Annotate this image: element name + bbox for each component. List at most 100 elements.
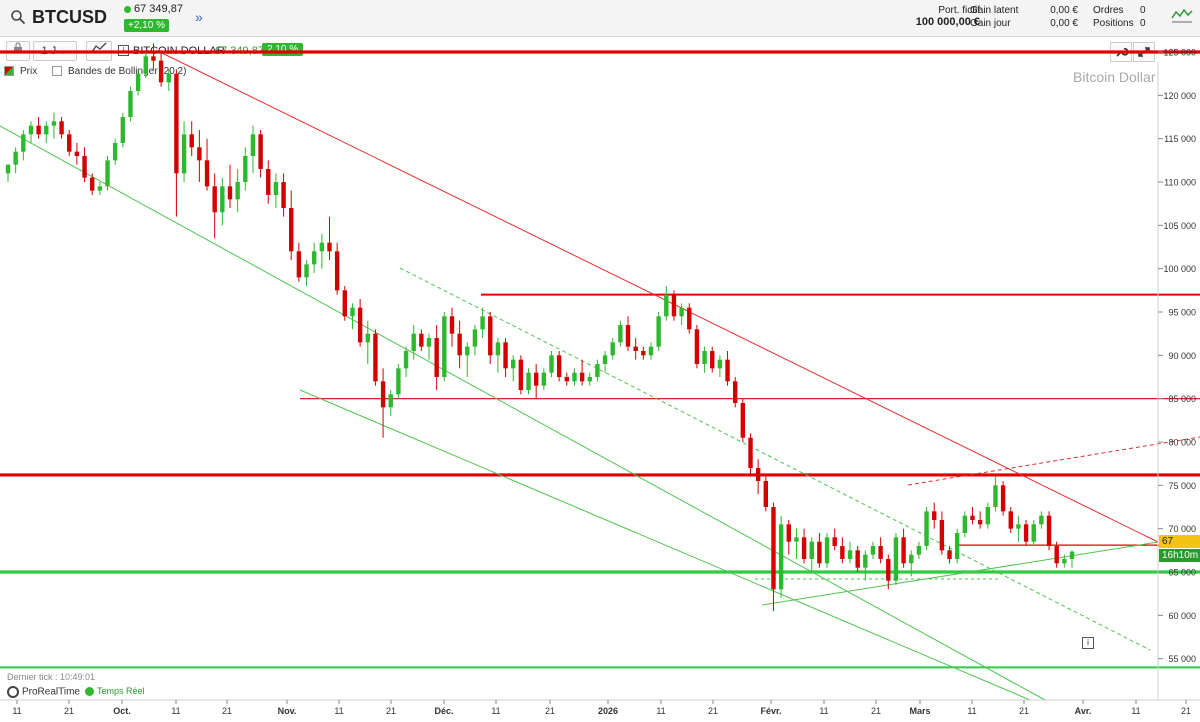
candle-body xyxy=(296,251,302,278)
candle-body xyxy=(801,537,807,559)
search-icon[interactable] xyxy=(10,9,26,25)
candle-body xyxy=(1000,485,1006,512)
candle-body xyxy=(442,316,447,377)
positions-value: 0 xyxy=(1140,18,1146,29)
gain-day-value: 0,00 € xyxy=(1050,18,1078,29)
x-tick-label: 21 xyxy=(708,706,718,716)
candle-body xyxy=(671,294,677,317)
candle-body xyxy=(832,537,837,546)
legend-price[interactable]: Prix xyxy=(4,66,43,77)
candle-body xyxy=(1031,524,1036,542)
indicators-button[interactable] xyxy=(86,41,112,61)
toolbar-change: 2,10 % xyxy=(262,43,304,56)
settings-button[interactable] xyxy=(1110,42,1132,62)
y-tick-label: 110 000 xyxy=(1164,178,1196,188)
brand: ProRealTime xyxy=(7,686,80,698)
orders-value: 0 xyxy=(1140,5,1146,16)
lock-button[interactable] xyxy=(6,41,30,61)
candle-body xyxy=(993,485,998,507)
candle-body xyxy=(809,541,814,559)
candle-body xyxy=(771,507,776,590)
gains-values: 0,00 € 0,00 € xyxy=(1030,5,1078,29)
x-tick-label: 11 xyxy=(171,706,180,716)
trend-line xyxy=(299,389,1031,701)
candle-body xyxy=(511,359,516,369)
candle-body xyxy=(939,520,945,551)
candle-body xyxy=(396,368,401,395)
event-info-icon[interactable]: i xyxy=(1082,637,1094,649)
candle-body xyxy=(197,147,202,161)
x-tick-label: 21 xyxy=(1019,706,1029,716)
candle-body xyxy=(947,550,952,559)
candle-body xyxy=(273,182,279,195)
indicator-icon xyxy=(91,42,107,53)
candle-body xyxy=(67,134,72,152)
symbol-title[interactable]: BTCUSD xyxy=(32,7,107,27)
candle-body xyxy=(250,134,256,156)
candle-body xyxy=(174,73,179,174)
candle-body xyxy=(457,333,462,356)
x-tick-label: 11 xyxy=(334,706,343,716)
y-tick-label: 125 000 xyxy=(1163,48,1196,58)
candle-body xyxy=(1008,511,1013,529)
positions-label: Positions xyxy=(1093,18,1134,29)
y-tick-label: 55 000 xyxy=(1168,654,1196,664)
candle-body xyxy=(1016,524,1021,529)
x-tick-label: 11 xyxy=(491,706,500,716)
candle-body xyxy=(28,125,34,135)
toolbar-price: 67 349,87 xyxy=(215,45,264,57)
candle-body xyxy=(465,346,470,356)
candle-body xyxy=(289,208,294,252)
x-tick-label: 11 xyxy=(1131,706,1140,716)
candle-body xyxy=(648,346,654,356)
timeframe-select[interactable]: 1 J ⌄ xyxy=(33,41,77,61)
candle-body xyxy=(388,394,393,408)
chevron-down-icon: ⌄ xyxy=(59,45,69,57)
x-tick-label: 11 xyxy=(12,706,21,716)
candle-body xyxy=(725,359,730,382)
candle-body xyxy=(732,381,738,403)
candle-body xyxy=(181,134,187,174)
portfolio-value: 100 000,00 € xyxy=(915,16,980,28)
candle-body xyxy=(840,546,845,559)
candle-body xyxy=(266,169,271,195)
trend-line xyxy=(399,267,1151,651)
candle-body xyxy=(610,342,615,356)
candle-body xyxy=(5,164,11,174)
candle-body xyxy=(786,524,791,542)
resize-button[interactable] xyxy=(1133,42,1155,62)
candle-body xyxy=(664,294,669,317)
x-tick-label: 21 xyxy=(1181,706,1191,716)
candle-body xyxy=(740,403,746,438)
y-tick-label: 120 000 xyxy=(1163,91,1196,101)
candle-body xyxy=(970,515,975,520)
y-tick-label: 115 000 xyxy=(1164,134,1196,144)
x-tick-label: Déc. xyxy=(434,706,453,716)
candle-body xyxy=(985,507,990,525)
realtime-status: Temps Réel xyxy=(85,686,145,697)
y-tick-label: 65 000 xyxy=(1168,568,1196,578)
candle-body xyxy=(74,151,80,156)
last-price-tag: 67 349,87 xyxy=(1159,535,1200,560)
legend-bollinger[interactable]: Bandes de Bollinger (20 2) xyxy=(52,66,192,77)
expand-icon[interactable]: » xyxy=(195,9,203,25)
candle-body xyxy=(365,333,370,343)
x-tick-label: 11 xyxy=(967,706,976,716)
candle-body xyxy=(82,156,87,178)
candle-body xyxy=(480,316,485,330)
candle-body xyxy=(21,134,26,152)
candle-body xyxy=(105,160,110,187)
candle-body xyxy=(748,437,753,468)
header-price: 67 349,87 xyxy=(124,3,186,15)
candle-body xyxy=(656,316,661,347)
x-tick-label: 21 xyxy=(871,706,881,716)
candle-body xyxy=(97,186,103,191)
info-icon[interactable]: i xyxy=(118,45,129,56)
candle-body xyxy=(549,355,554,373)
candle-body xyxy=(227,186,233,200)
candle-body xyxy=(13,151,18,165)
x-tick-label: 21 xyxy=(64,706,74,716)
chart-type-icon[interactable] xyxy=(1170,6,1194,28)
candle-body xyxy=(243,156,248,182)
